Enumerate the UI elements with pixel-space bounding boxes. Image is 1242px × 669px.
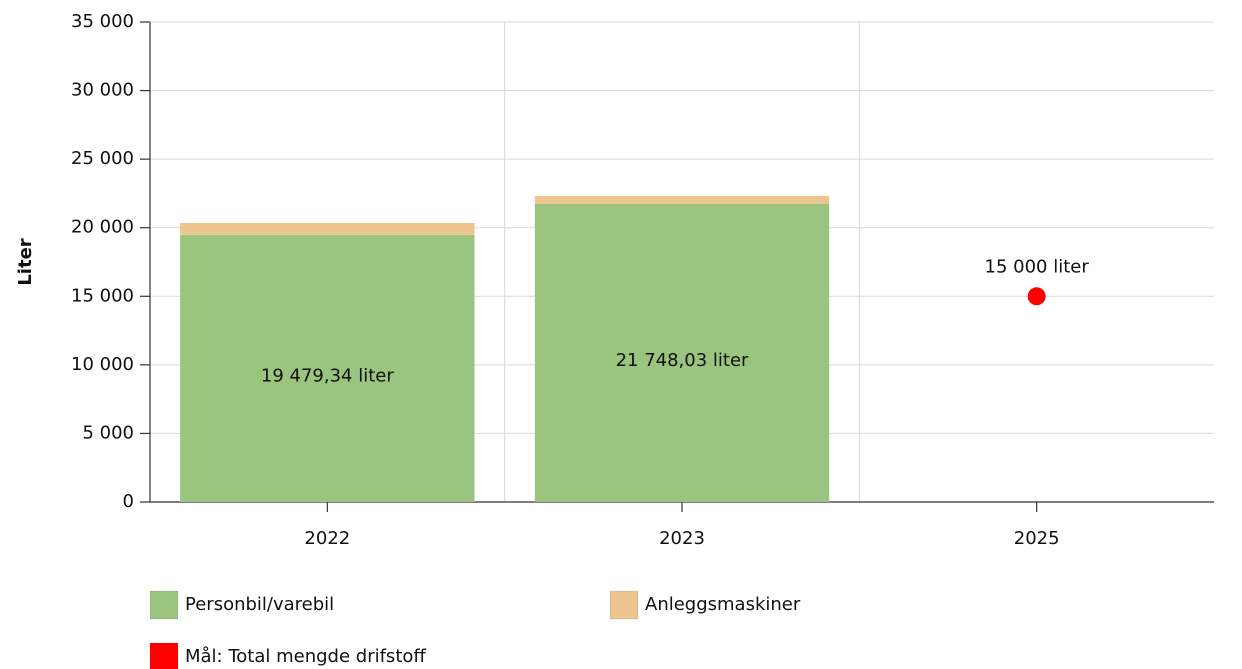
y-axis-label: Liter: [15, 238, 36, 285]
y-tick-label: 20 000: [71, 217, 134, 238]
x-tick-label: 2023: [659, 528, 705, 549]
x-tick-label: 2025: [1014, 528, 1060, 549]
data-label: 21 748,03 liter: [616, 350, 749, 371]
x-tick-label: 2022: [304, 528, 350, 549]
bar-segment: [180, 222, 475, 235]
y-tick-label: 30 000: [71, 80, 134, 101]
legend-label: Personbil/varebil: [185, 594, 334, 615]
legend-swatch: [150, 643, 178, 669]
y-tick-label: 35 000: [71, 11, 134, 32]
bar-segment: [534, 203, 830, 502]
legend-label: Mål: Total mengde drifstoff: [185, 646, 426, 667]
y-tick-label: 10 000: [71, 354, 134, 375]
legend-label: Anleggsmaskiner: [645, 594, 801, 615]
data-label: 19 479,34 liter: [261, 365, 394, 386]
y-tick-label: 15 000: [71, 285, 134, 306]
goal-point: [1027, 287, 1046, 306]
data-label: 15 000 liter: [985, 256, 1090, 277]
y-tick-label: 5 000: [82, 422, 134, 443]
bar-segment: [534, 195, 830, 204]
y-tick-label: 0: [123, 491, 134, 512]
y-tick-label: 25 000: [71, 148, 134, 169]
bar-segment: [180, 234, 475, 502]
legend-swatch: [149, 590, 179, 620]
legend-swatch: [609, 590, 639, 620]
